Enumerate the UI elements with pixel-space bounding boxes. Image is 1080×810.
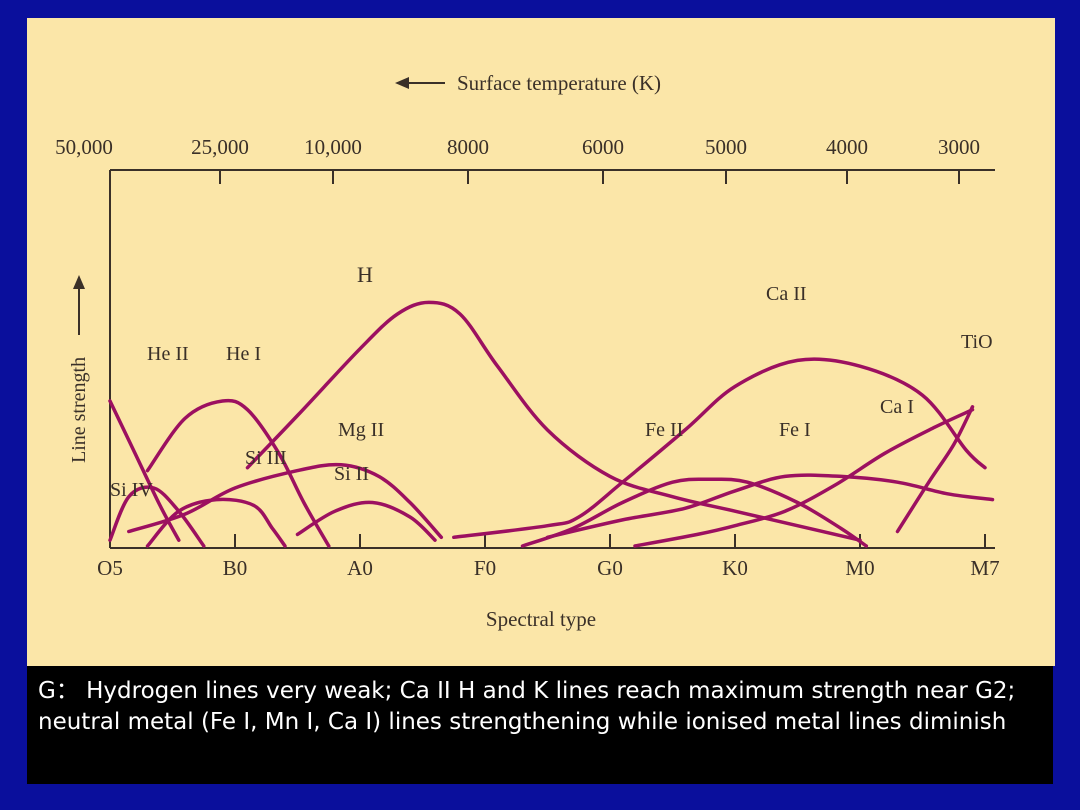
curve-label-he-ii: He II	[147, 343, 189, 365]
curve-he-ii	[108, 399, 181, 542]
curve-label-h: H	[357, 262, 373, 287]
curve-label-fe-i: Fe I	[779, 419, 811, 441]
left-arrow-icon	[395, 77, 409, 89]
bottom-tick-label: M0	[845, 556, 874, 580]
curve-he-i	[145, 398, 331, 548]
curve-label-fe-ii: Fe II	[645, 419, 683, 441]
top-tick-label: 50,000	[55, 135, 113, 159]
y-axis-label: Line strength	[68, 357, 90, 463]
x-axis-label: Spectral type	[486, 607, 596, 631]
series-labels: H He II He I Si IV Si III Mg II Si II Ca II Fe I…	[110, 262, 993, 501]
curve-label-mg-ii: Mg II	[338, 419, 384, 441]
bottom-tick-label: A0	[347, 556, 373, 580]
curve-mg-ii	[127, 462, 444, 540]
curve-ca-ii	[452, 357, 987, 540]
top-tick-label: 4000	[826, 135, 868, 159]
curve-fe-ii	[520, 477, 869, 548]
top-axis-ticks: 50,000 25,000 10,000 8000 6000 5000 4000 3000	[55, 135, 980, 184]
curve-ca-i	[633, 407, 975, 548]
spectral-line-strength-chart: Surface temperature (K) Line strength Sp…	[55, 71, 1000, 631]
top-tick-label: 3000	[938, 135, 980, 159]
top-axis-label: Surface temperature (K)	[457, 71, 661, 95]
curve-label-ca-ii: Ca II	[766, 283, 807, 305]
top-tick-label: 8000	[447, 135, 489, 159]
top-tick-label: 6000	[582, 135, 624, 159]
curve-si-iii	[145, 497, 287, 548]
bottom-tick-label: K0	[722, 556, 748, 580]
bottom-tick-label: B0	[223, 556, 248, 580]
bottom-tick-label: G0	[597, 556, 623, 580]
curve-fe-i	[545, 473, 995, 540]
bottom-tick-label: O5	[97, 556, 123, 580]
bottom-tick-label: F0	[474, 556, 496, 580]
curve-tio	[895, 405, 975, 534]
bottom-axis-ticks: O5 B0 A0 F0 G0 K0 M0 M7	[97, 534, 1000, 580]
curve-label-ca-i: Ca I	[880, 396, 914, 418]
caption-text: G： Hydrogen lines very weak; Ca II H and…	[38, 678, 1016, 735]
chart-panel: Surface temperature (K) Line strength Sp…	[27, 18, 1055, 666]
y-axis-label-group: Line strength	[68, 275, 90, 463]
top-tick-label: 5000	[705, 135, 747, 159]
up-arrow-icon	[73, 275, 85, 289]
curve-label-si-iv: Si IV	[110, 479, 153, 501]
curve-label-tio: TiO	[961, 331, 993, 353]
bottom-tick-label: M7	[970, 556, 999, 580]
series-curves	[108, 300, 995, 548]
curve-si-ii	[295, 500, 437, 542]
curve-label-si-iii: Si III	[245, 447, 287, 469]
top-tick-label: 10,000	[304, 135, 362, 159]
curve-label-si-ii: Si II	[334, 463, 369, 485]
top-tick-label: 25,000	[191, 135, 249, 159]
curve-si-iv	[108, 485, 206, 548]
curve-label-he-i: He I	[226, 343, 261, 365]
caption-box: G： Hydrogen lines very weak; Ca II H and…	[27, 666, 1053, 784]
curve-h	[245, 300, 862, 542]
